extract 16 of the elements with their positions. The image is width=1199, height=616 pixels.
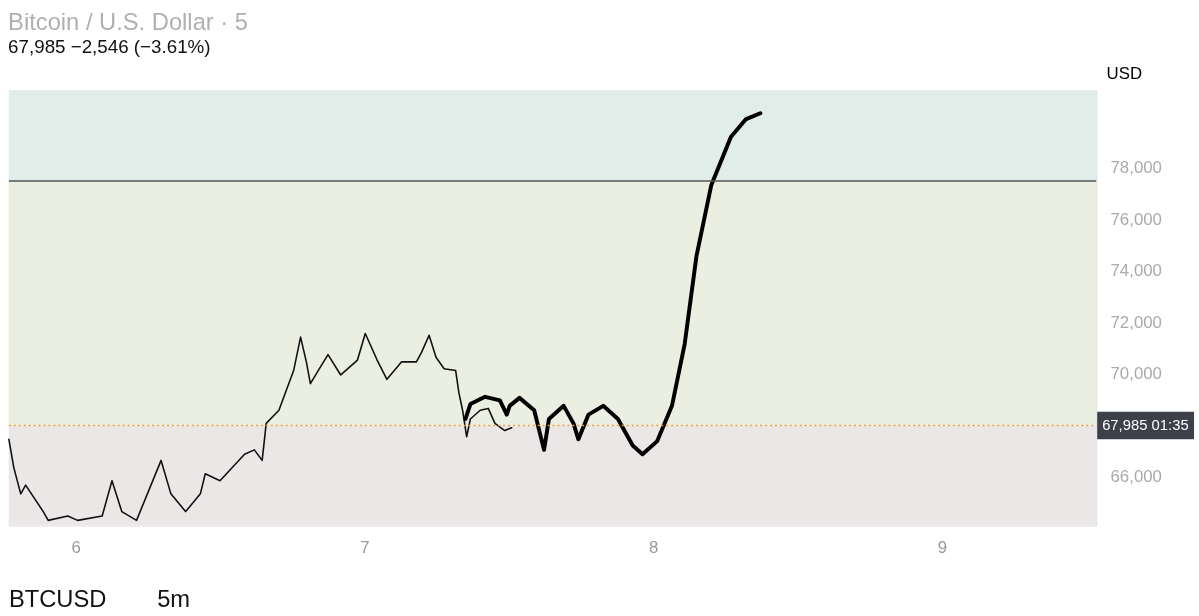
chart-subtitle: 67,985 −2,546 (−3.61%)	[8, 36, 211, 58]
y-tick-label: 76,000	[1110, 209, 1162, 229]
text: 5m	[157, 585, 191, 612]
y-tick-label: 66,000	[1110, 467, 1162, 487]
x-tick-label: 7	[360, 537, 370, 557]
ref-line-label: 67,985 01:35	[1102, 417, 1189, 434]
y-axis-title: USD	[1106, 64, 1143, 84]
y-tick-label: 78,000	[1110, 158, 1162, 178]
x-tick-label: 9	[937, 537, 948, 557]
y-tick-label: 72,000	[1110, 312, 1162, 332]
y-tick-label: 74,000	[1110, 261, 1162, 281]
y-tick-label: 70,000	[1110, 364, 1162, 384]
x-tick-label: 8	[649, 537, 659, 557]
chart-title: Bitcoin / U.S. Dollar · 5	[8, 9, 249, 36]
text: BTCUSD	[8, 585, 107, 612]
x-tick-label: 6	[71, 537, 81, 557]
